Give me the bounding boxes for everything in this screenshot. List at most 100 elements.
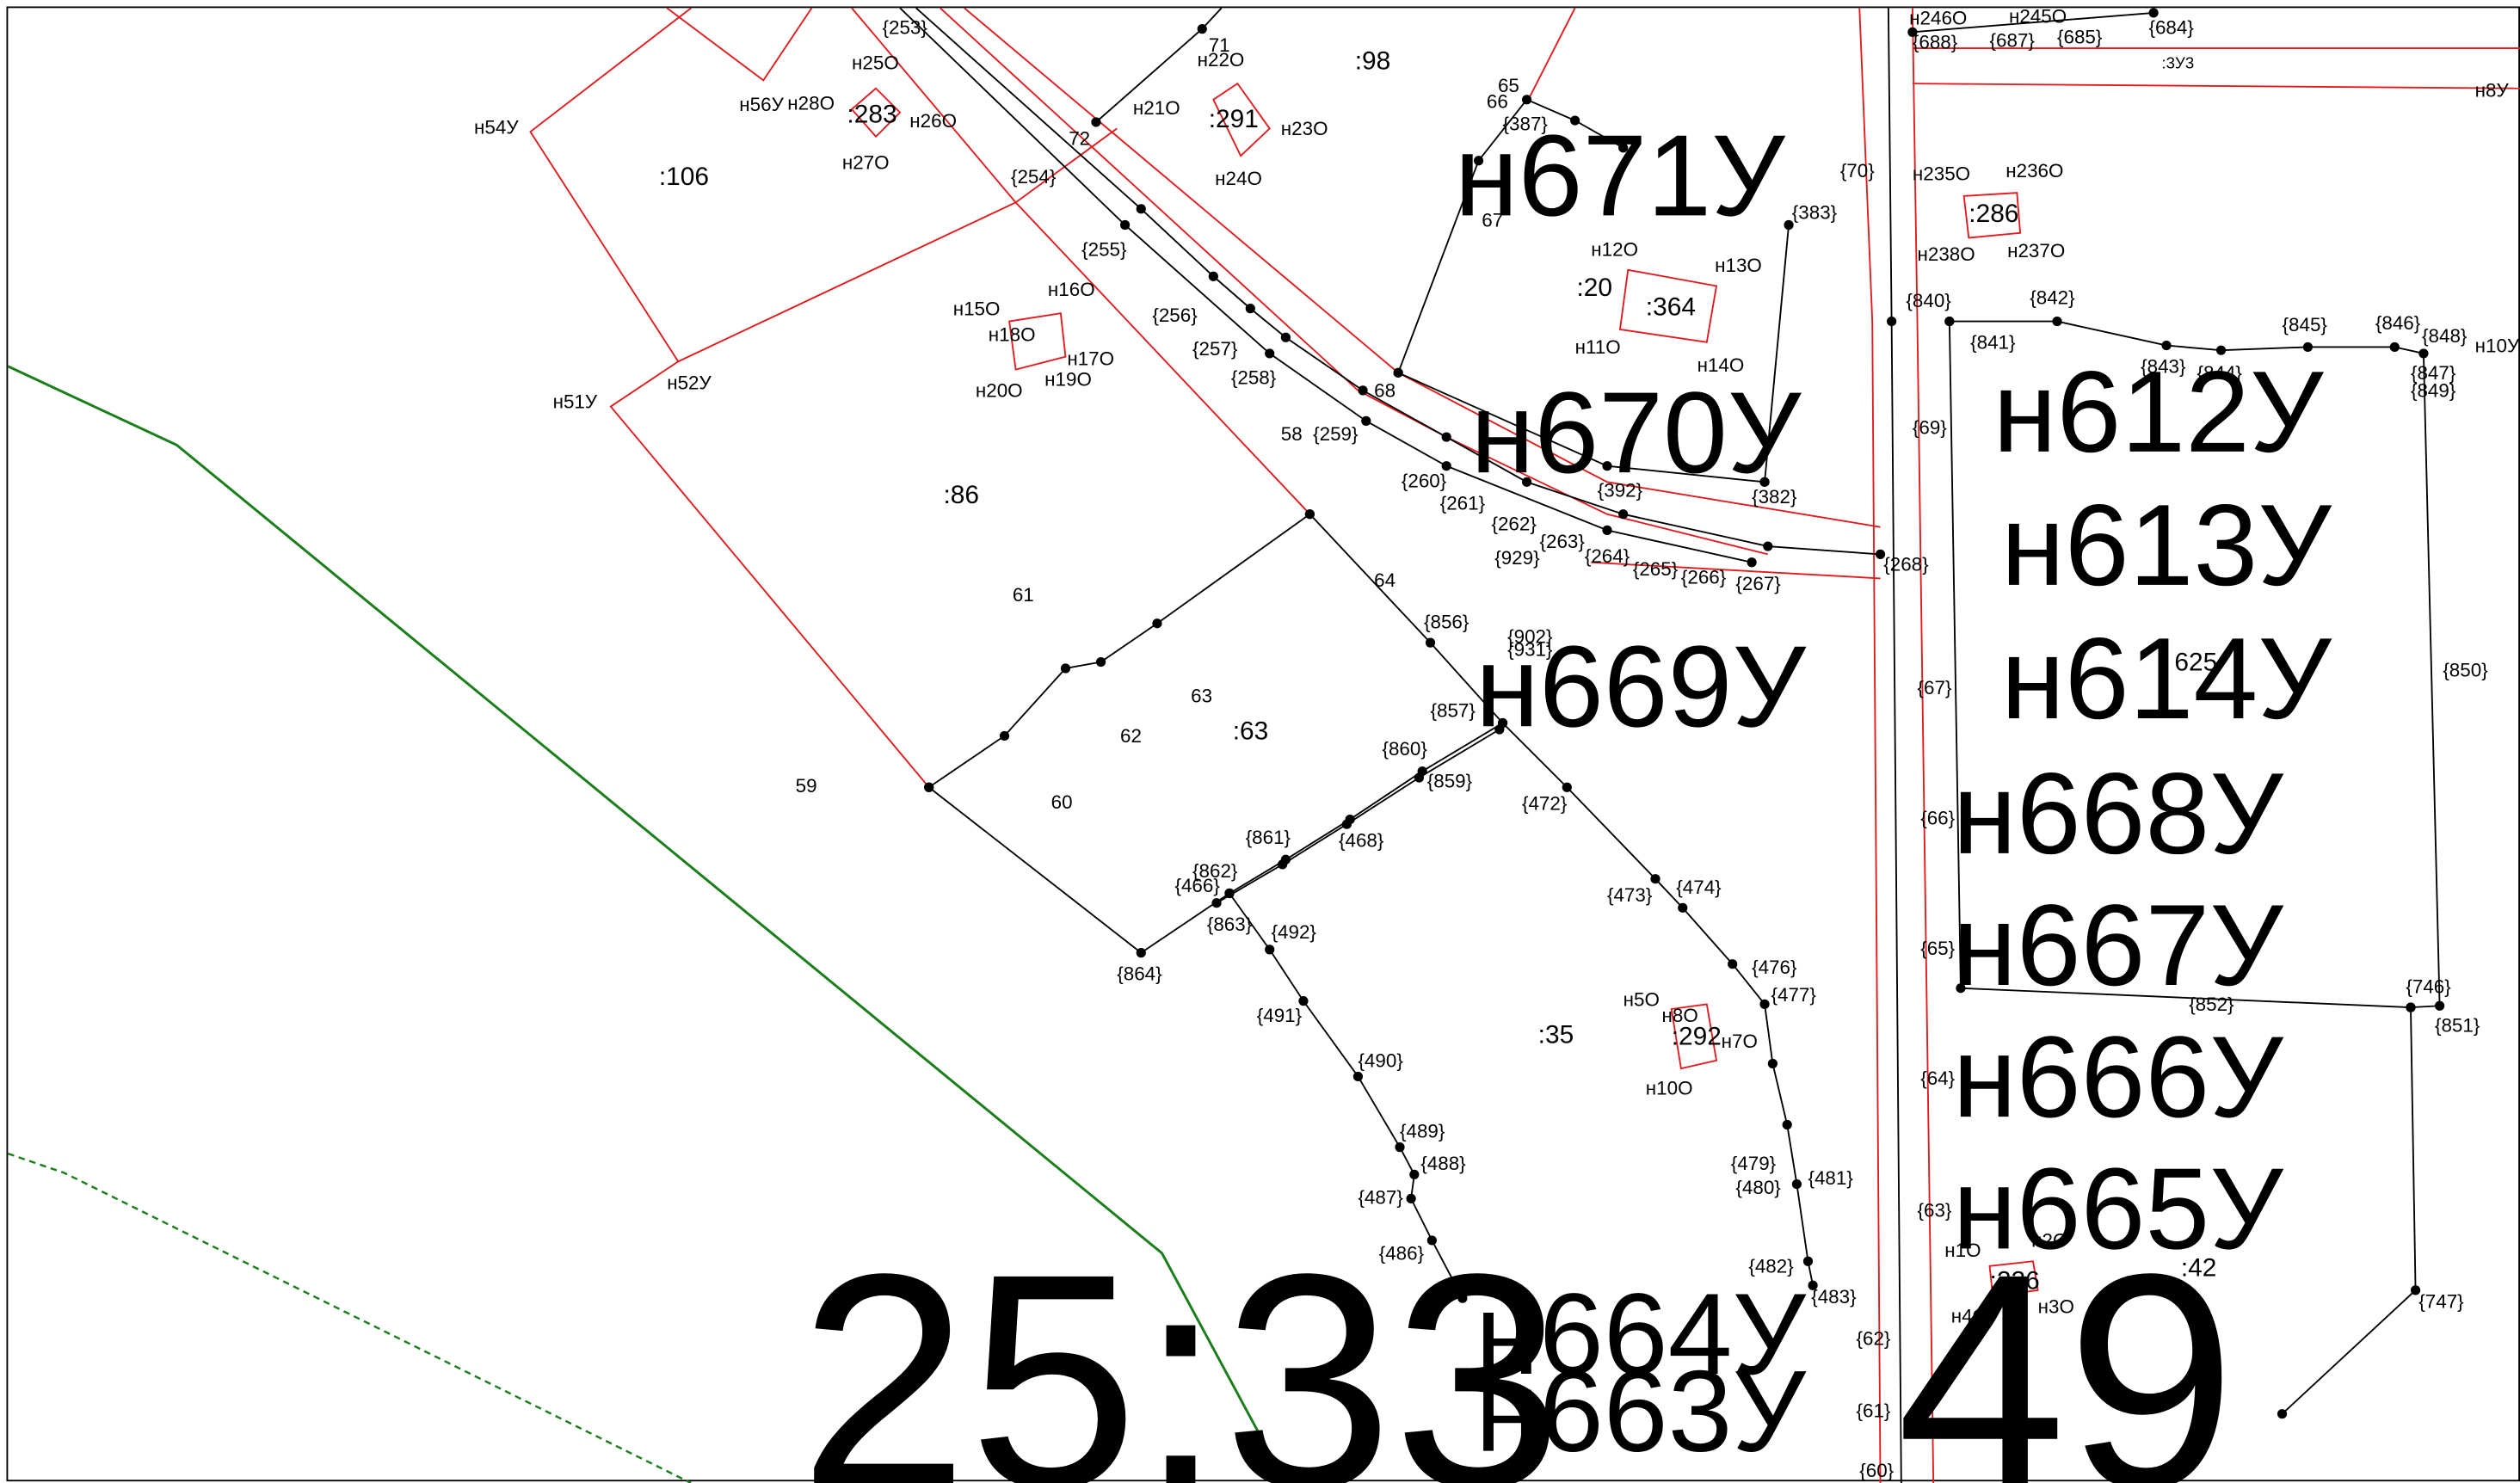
point-label: н3О (2038, 1295, 2074, 1317)
vertex-point (1747, 557, 1756, 567)
point-label: н14О (1697, 354, 1745, 376)
vertex-point (1358, 385, 1367, 395)
vertex-point (1406, 1194, 1415, 1203)
point-label: н22О (1198, 49, 1245, 71)
vertex-point (1120, 220, 1130, 230)
point-label: н19О (1044, 369, 1092, 391)
vertex-point (1265, 945, 1274, 954)
point-label: 67 (1482, 210, 1503, 231)
vertex-point (1759, 1000, 1769, 1009)
point-label: 58 (1281, 423, 1303, 445)
point-label: {487} (1358, 1186, 1403, 1208)
vertex-point (1305, 509, 1315, 519)
point-label: н235О (1913, 163, 1970, 185)
vertex-point (1522, 477, 1531, 487)
point-label: {69} (1913, 417, 1947, 439)
vertex-point (1907, 28, 1917, 37)
point-label: н20О (976, 380, 1023, 402)
point-label: н56У (739, 94, 784, 115)
point-label: н54У (474, 116, 519, 138)
vertex-point (1209, 272, 1218, 281)
point-label: 61 (1013, 584, 1034, 606)
point-label: {476} (1752, 957, 1797, 978)
parcel-number-large: н614У (2001, 614, 2333, 743)
point-label: н26О (909, 110, 957, 132)
point-label: {842} (2030, 286, 2075, 308)
vertex-point (1361, 416, 1371, 426)
parcel-number: :286 (1969, 200, 2018, 228)
point-label: {857} (1431, 699, 1476, 721)
point-label: {257} (1192, 338, 1238, 360)
parcel-number-large: н670У (1470, 368, 1802, 497)
point-label: {492} (1272, 921, 1317, 943)
point-label: {264} (1585, 545, 1630, 567)
vertex-point (1342, 820, 1352, 829)
vertex-point (2435, 1001, 2444, 1011)
parcel-number: :35 (1538, 1021, 1574, 1049)
point-label: {747} (2418, 1291, 2464, 1313)
vertex-point (1876, 550, 1885, 559)
parcel-number: :364 (1646, 293, 1696, 322)
parcel-number: :86 (944, 481, 980, 509)
vertex-point (1562, 783, 1572, 792)
parcel-number: :63 (1233, 717, 1269, 746)
point-label: н24О (1215, 168, 1262, 189)
vertex-point (1602, 526, 1611, 535)
vertex-point (1198, 24, 1207, 34)
point-label: н28О (787, 92, 835, 114)
vertex-point (1783, 1120, 1792, 1129)
vertex-point (1278, 859, 1287, 869)
page: {"labels": ["н671У", "н670У", "н612У", "… (0, 0, 2520, 1483)
vertex-point (1763, 541, 1772, 551)
point-label: {481} (1808, 1167, 1853, 1189)
point-label: {864} (1117, 963, 1162, 985)
point-label: н51У (553, 391, 598, 413)
vertex-point (1792, 1179, 1802, 1189)
point-label: н7О (1722, 1031, 1758, 1052)
point-label: 60 (1051, 791, 1073, 813)
point-label: {468} (1339, 830, 1384, 852)
point-label: {254} (1011, 166, 1057, 188)
vertex-point (1211, 898, 1221, 908)
point-label: {840} (1906, 290, 1951, 311)
point-label: {482} (1748, 1256, 1794, 1277)
point-label: {267} (1735, 573, 1781, 594)
vertex-point (1618, 509, 1628, 519)
point-label: н2О (2031, 1230, 2067, 1252)
parcel-number-large: н667У (1953, 881, 2285, 1010)
vertex-point (1061, 663, 1070, 673)
vertex-point (1394, 368, 1403, 378)
vertex-point (1137, 948, 1146, 957)
vertex-point (1474, 156, 1483, 165)
point-label: {685} (2057, 27, 2103, 48)
point-label: н23О (1281, 118, 1328, 139)
vertex-point (1678, 903, 1687, 913)
vertex-point (2148, 8, 2158, 17)
point-label: н13О (1715, 255, 1762, 276)
point-label: {67} (1918, 677, 1952, 698)
cadastral-map: н671Ун670Ун612Ун613Ун614Ун669Ун668Ун667У… (0, 0, 2520, 1483)
vertex-point (2418, 348, 2428, 358)
point-label: {483} (1811, 1286, 1857, 1308)
vertex-point (1728, 959, 1737, 969)
point-label: {259} (1313, 423, 1359, 445)
point-label: н52У (667, 372, 712, 393)
point-label: {687} (1990, 29, 2036, 51)
vertex-point (1096, 657, 1106, 667)
vertex-point (1409, 1170, 1419, 1179)
vertex-point (1522, 95, 1531, 104)
vertex-point (2390, 342, 2400, 352)
point-label: {256} (1152, 305, 1198, 326)
point-label: н246О (1909, 7, 1967, 28)
point-label: {477} (1771, 984, 1817, 1006)
vertex-point (1442, 432, 1451, 441)
vertex-point (1224, 889, 1234, 898)
vertex-point (1298, 996, 1308, 1006)
point-label: н4О (1951, 1306, 1987, 1327)
vertex-point (1442, 461, 1451, 471)
parcel-number: :283 (847, 100, 896, 128)
parcel-number: :20 (1576, 274, 1612, 302)
point-label: {848} (2422, 325, 2468, 347)
vertex-point (924, 783, 933, 792)
point-label: {746} (2406, 976, 2451, 998)
